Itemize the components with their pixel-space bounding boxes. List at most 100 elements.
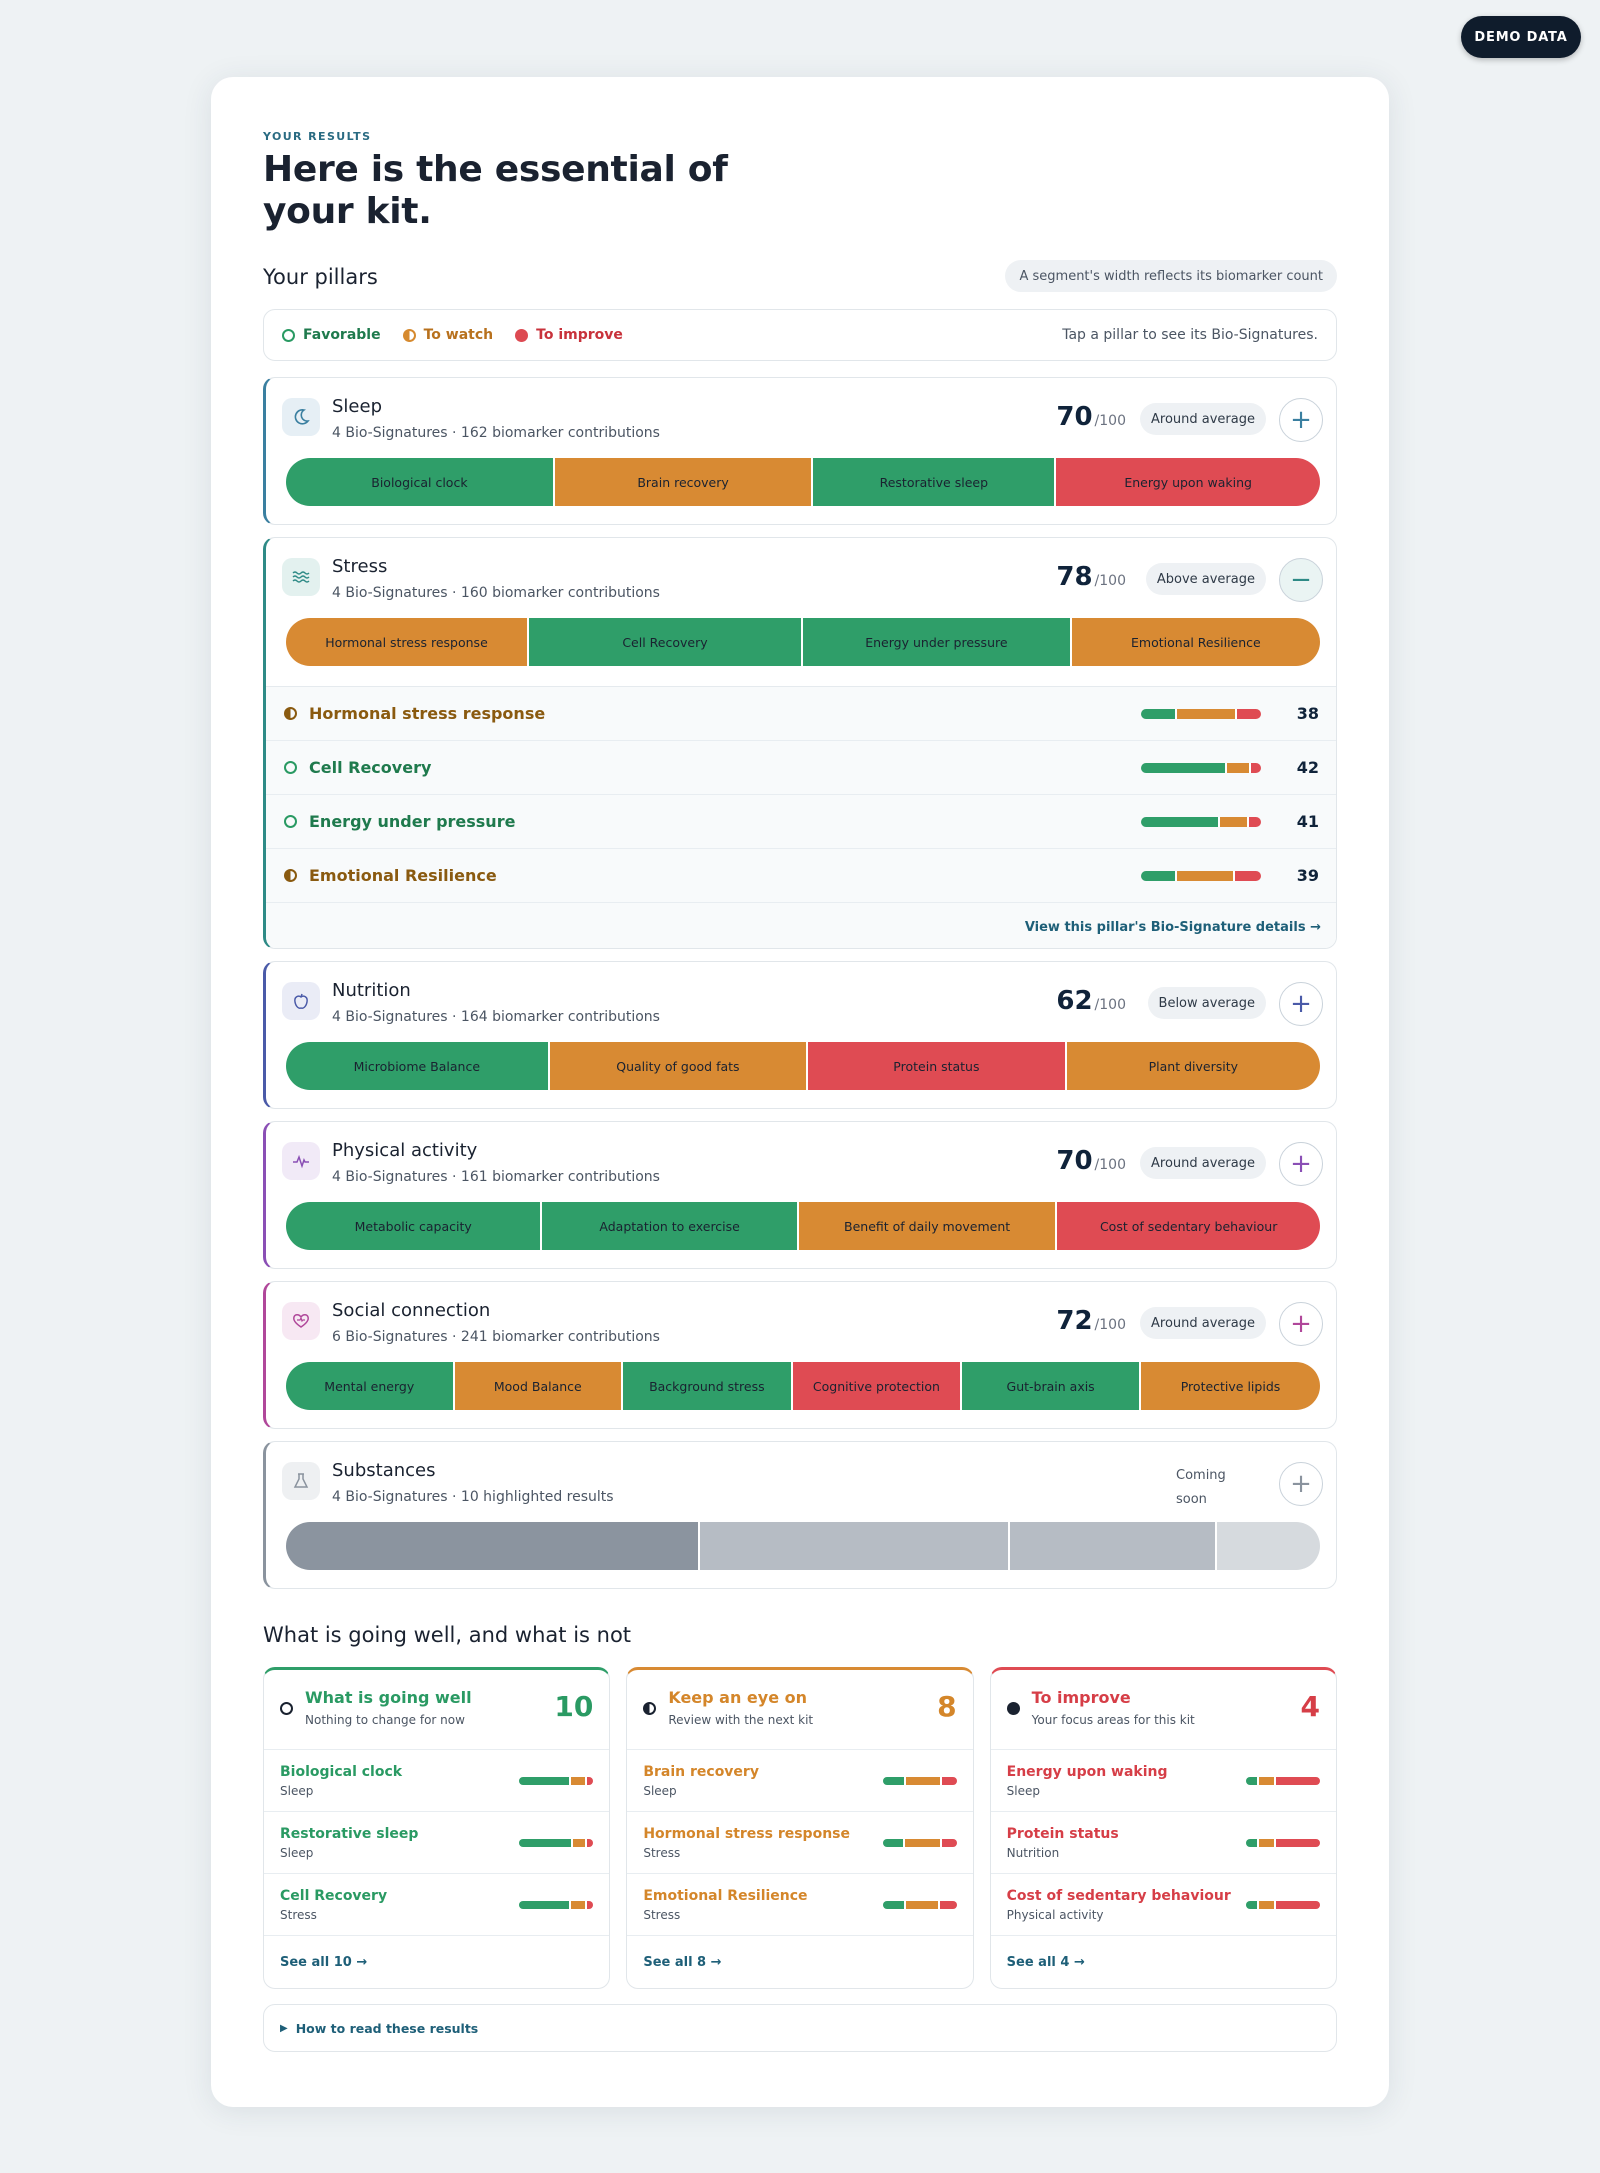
bio-signature-segment[interactable]: Cell Recovery <box>528 618 803 666</box>
pillar-card-stress[interactable]: Stress 4 Bio-Signatures · 160 biomarker … <box>263 537 1337 949</box>
list-item[interactable]: Cost of sedentary behaviour Physical acti… <box>990 1874 1336 1936</box>
pillar-subtitle: 6 Bio-Signatures · 241 biomarker contrib… <box>332 1329 660 1345</box>
item-name: Restorative sleep <box>280 1825 419 1842</box>
placeholder-segment-bar <box>286 1522 1320 1570</box>
pillar-card-sleep[interactable]: Sleep 4 Bio-Signatures · 162 biomarker c… <box>263 377 1337 525</box>
bio-signature-segment[interactable]: Microbiome Balance <box>286 1042 550 1090</box>
apple-icon <box>282 982 320 1020</box>
to-watch-icon <box>284 869 297 882</box>
pillar-score-value: 70 <box>1056 402 1093 432</box>
legend-favorable-label: Favorable <box>303 327 381 343</box>
bio-signature-segment[interactable]: Quality of good fats <box>549 1042 809 1090</box>
favorable-icon <box>280 1702 293 1715</box>
list-item[interactable]: Restorative sleep Sleep <box>264 1812 610 1874</box>
pillar-segment-bar[interactable]: Metabolic capacity Adaptation to exercise… <box>286 1202 1320 1250</box>
column-title: Keep an eye on <box>668 1688 808 1707</box>
list-item[interactable]: Cell Recovery Stress <box>264 1874 610 1936</box>
pillar-segment-bar[interactable]: Biological clock Brain recovery Restorativ… <box>286 458 1320 506</box>
bio-signature-segment[interactable]: Metabolic capacity <box>286 1202 543 1250</box>
list-item[interactable]: Emotional Resilience Stress <box>627 1874 973 1936</box>
list-item[interactable]: Biological clock Sleep <box>264 1750 610 1812</box>
list-item[interactable]: Brain recovery Sleep <box>627 1750 973 1812</box>
bio-signature-segment[interactable]: Cognitive protection <box>792 1362 963 1410</box>
bio-signature-segment[interactable]: Plant diversity <box>1066 1042 1320 1090</box>
favorable-icon <box>284 761 297 774</box>
column-subtitle: Your focus areas for this kit <box>1031 1713 1195 1727</box>
bio-signature-row[interactable]: Cell Recovery 42 <box>266 741 1336 795</box>
column-header: To improve Your focus areas for this kit… <box>990 1670 1336 1750</box>
bio-signature-details-link[interactable]: View this pillar's Bio-Signature details… <box>1024 919 1321 935</box>
pillar-score: 78/100 <box>1056 562 1126 592</box>
see-all-link[interactable]: See all 8 → <box>643 1954 722 1970</box>
pillar-average-badge: Around average <box>1140 1147 1266 1179</box>
to-improve-column: To improve Your focus areas for this kit… <box>989 1667 1337 1989</box>
collapse-pillar-button[interactable]: − <box>1279 558 1323 602</box>
bio-signature-segment[interactable]: Adaptation to exercise <box>542 1202 799 1250</box>
legend-favorable: Favorable <box>282 327 381 343</box>
how-to-read-label: How to read these results <box>295 2020 479 2036</box>
column-count: 10 <box>554 1690 594 1723</box>
pillar-name: Nutrition <box>332 980 411 1001</box>
column-header: What is going well Nothing to change for… <box>264 1670 610 1750</box>
item-name: Hormonal stress response <box>643 1825 850 1842</box>
summary-heading: What is going well, and what is not <box>263 1623 632 1647</box>
pillar-average-badge: Around average <box>1140 1307 1266 1339</box>
column-title: To improve <box>1031 1688 1131 1707</box>
see-all-link[interactable]: See all 10 → <box>280 1954 368 1970</box>
pillar-score: 62/100 <box>1056 986 1126 1016</box>
pillar-subtitle: 4 Bio-Signatures · 10 highlighted result… <box>332 1489 614 1505</box>
bio-signature-row[interactable]: Energy under pressure 41 <box>266 795 1336 849</box>
bio-signature-segment[interactable]: Cost of sedentary behaviour <box>1057 1202 1320 1250</box>
expand-pillar-button[interactable]: + <box>1279 1462 1323 1506</box>
pillar-score: 70/100 <box>1056 1146 1126 1176</box>
bio-signature-segment[interactable]: Benefit of daily movement <box>798 1202 1058 1250</box>
pillar-segment-bar[interactable]: Microbiome Balance Quality of good fats Pr… <box>286 1042 1320 1090</box>
placeholder-segment <box>286 1522 700 1570</box>
bio-signature-segment[interactable]: Background stress <box>623 1362 793 1410</box>
expand-pillar-button[interactable]: + <box>1279 398 1323 442</box>
pillar-segment-bar[interactable]: Hormonal stress response Cell Recovery Ene… <box>286 618 1320 666</box>
bio-signature-segment[interactable]: Brain recovery <box>554 458 814 506</box>
bio-signature-segment[interactable]: Mental energy <box>286 1362 455 1410</box>
bio-signature-segment[interactable]: Protein status <box>808 1042 1067 1090</box>
item-name: Biological clock <box>280 1763 403 1780</box>
expand-pillar-button[interactable]: + <box>1279 1302 1323 1346</box>
pillars-heading: Your pillars <box>263 265 378 289</box>
pillar-segment-bar[interactable]: Mental energy Mood Balance Background stre… <box>286 1362 1320 1410</box>
demo-data-badge[interactable]: DEMO DATA <box>1461 16 1581 58</box>
item-name: Cost of sedentary behaviour <box>1006 1887 1231 1904</box>
list-item[interactable]: Hormonal stress response Stress <box>627 1812 973 1874</box>
pillar-card-social-connection[interactable]: Social connection 6 Bio-Signatures · 241… <box>263 1281 1337 1429</box>
bio-signature-segment[interactable]: Biological clock <box>286 458 555 506</box>
bio-signature-mini-bar <box>1141 870 1261 881</box>
bio-signature-name: Hormonal stress response <box>309 704 546 723</box>
bio-signature-segment[interactable]: Restorative sleep <box>813 458 1057 506</box>
legend-improve: To improve <box>515 327 623 343</box>
item-pillar: Physical activity <box>1006 1907 1104 1922</box>
bio-signature-row[interactable]: Hormonal stress response 38 <box>266 687 1336 741</box>
bio-signature-segment[interactable]: Energy under pressure <box>802 618 1072 666</box>
pillar-score-max: /100 <box>1094 1157 1126 1173</box>
bio-signature-segment[interactable]: Emotional Resilience <box>1071 618 1320 666</box>
triangle-right-icon: ▶ <box>280 2022 288 2034</box>
how-to-read-toggle[interactable]: ▶ How to read these results <box>263 2004 1337 2052</box>
pillar-score-value: 70 <box>1056 1146 1093 1176</box>
expand-pillar-button[interactable]: + <box>1279 982 1323 1026</box>
list-item[interactable]: Energy upon waking Sleep <box>990 1750 1336 1812</box>
bio-signature-segment[interactable]: Hormonal stress response <box>286 618 529 666</box>
see-all-link[interactable]: See all 4 → <box>1006 1954 1085 1970</box>
bio-signature-row[interactable]: Emotional Resilience 39 <box>266 849 1336 903</box>
pillar-card-physical-activity[interactable]: Physical activity 4 Bio-Signatures · 161… <box>263 1121 1337 1269</box>
bio-signature-segment[interactable]: Mood Balance <box>454 1362 624 1410</box>
pillar-card-nutrition[interactable]: Nutrition 4 Bio-Signatures · 164 biomark… <box>263 961 1337 1109</box>
pillar-score-max: /100 <box>1094 1317 1126 1333</box>
bio-signature-mini-bar <box>1141 708 1261 719</box>
expand-pillar-button[interactable]: + <box>1279 1142 1323 1186</box>
bio-signature-segment[interactable]: Energy upon waking <box>1056 458 1320 506</box>
list-item[interactable]: Protein status Nutrition <box>990 1812 1336 1874</box>
pillar-card-substances[interactable]: Substances 4 Bio-Signatures · 10 highlig… <box>263 1441 1337 1589</box>
bio-signature-segment[interactable]: Gut-brain axis <box>962 1362 1142 1410</box>
bio-signature-segment[interactable]: Protective lipids <box>1141 1362 1320 1410</box>
pillar-subtitle: 4 Bio-Signatures · 164 biomarker contrib… <box>332 1009 660 1025</box>
page-kicker: YOUR RESULTS <box>263 130 372 143</box>
